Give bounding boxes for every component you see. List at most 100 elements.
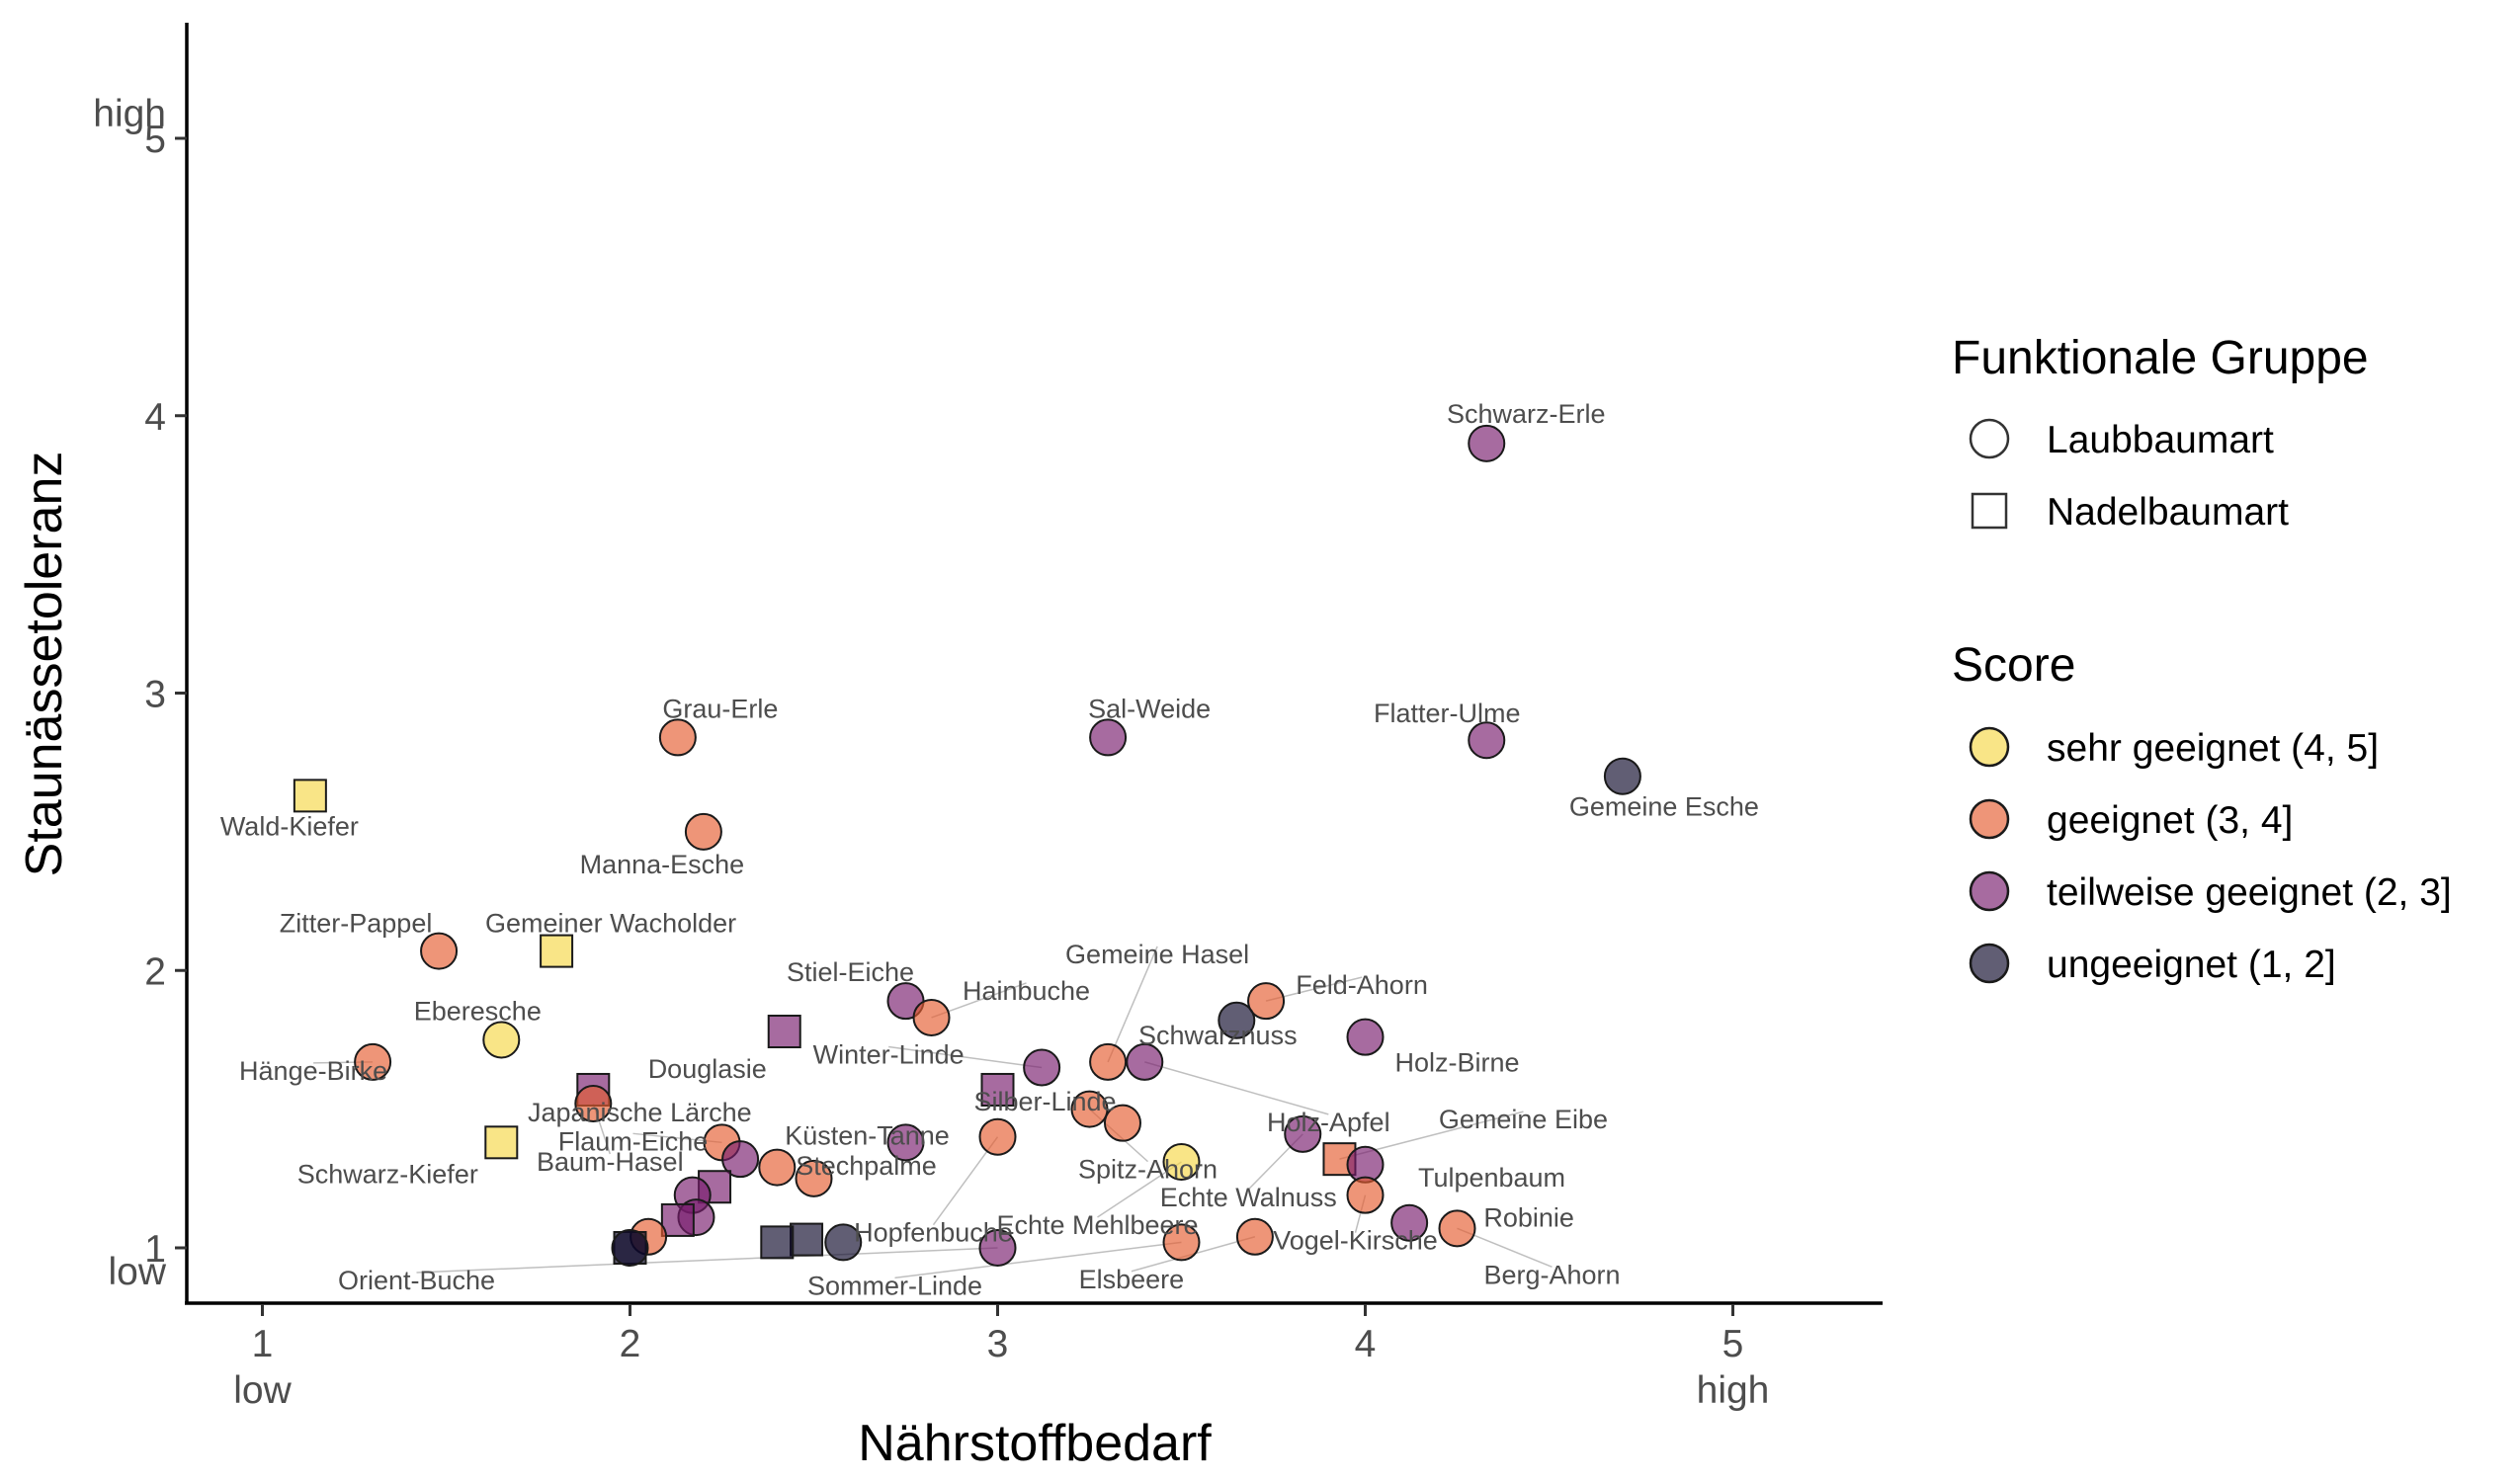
legend-label-nadelbaumart: Nadelbaumart — [2047, 491, 2289, 534]
label-vogel-kirsche: Vogel-Kirsche — [1273, 1226, 1438, 1256]
point-kuesten-tanne — [886, 1123, 925, 1162]
point-unlabeled-39 — [1103, 1104, 1141, 1142]
connector-holz-apfel — [1144, 1061, 1329, 1115]
point-unlabeled-44 — [721, 1140, 760, 1179]
label-douglasie: Douglasie — [648, 1054, 767, 1084]
point-wald-kiefer — [293, 779, 327, 813]
label-stiel-eiche: Stiel-Eiche — [787, 957, 914, 987]
label-flaum-eiche: Flaum-Eiche — [558, 1126, 709, 1156]
label-zitter-pappel: Zitter-Pappel — [280, 909, 433, 939]
y-axis-title: Staunässetoleranz — [16, 452, 73, 877]
point-unlabeled-51 — [611, 1229, 649, 1267]
label-manna-esche: Manna-Esche — [580, 850, 745, 879]
point-douglasie — [767, 1015, 801, 1049]
point-baum-hasel — [574, 1085, 613, 1123]
point-hainbuche — [912, 998, 951, 1036]
point-sal-weide — [1089, 718, 1128, 757]
y-tick-label: 4 — [144, 396, 166, 439]
legend-key-ungeeignet — [1969, 943, 2010, 984]
legend-key-teilweise — [1969, 870, 2010, 912]
x-tick-label: 4 — [1355, 1323, 1377, 1365]
point-unlabeled-40 — [824, 1223, 863, 1262]
y-tick-label: 5 — [144, 119, 166, 161]
point-schwarznuss — [1218, 1001, 1256, 1039]
point-grau-erle — [658, 718, 697, 757]
x-tick-label: 3 — [987, 1323, 1009, 1365]
point-gemeine-esche — [1603, 757, 1641, 795]
label-kuesten-tanne: Küsten-Tanne — [785, 1120, 950, 1150]
point-schwarz-kiefer — [484, 1125, 519, 1160]
point-unlabeled-41 — [790, 1222, 824, 1257]
point-unlabeled-42 — [760, 1225, 795, 1260]
point-vogel-kirsche — [1346, 1176, 1385, 1214]
point-stechpalme — [795, 1159, 833, 1197]
label-echte-walnuss: Echte Walnuss — [1160, 1183, 1337, 1212]
label-elsbeere: Elsbeere — [1079, 1265, 1185, 1294]
label-hopfenbuche: Hopfenbuche — [854, 1218, 1013, 1248]
point-haenge-birke — [354, 1042, 392, 1081]
label-orient-buche: Orient-Buche — [338, 1266, 495, 1295]
y-tick-label: 2 — [144, 950, 166, 993]
label-haenge-birke: Hänge-Birke — [239, 1056, 387, 1086]
point-hopfenbuche — [978, 1117, 1017, 1156]
label-sal-weide: Sal-Weide — [1088, 694, 1211, 723]
label-gemeine-eibe: Gemeine Eibe — [1439, 1105, 1608, 1134]
point-holz-birne — [1346, 1018, 1385, 1056]
label-gemeiner-wacholder: Gemeiner Wacholder — [485, 909, 736, 939]
legend-label-laubbaumart: Laubbaumart — [2047, 419, 2274, 461]
legend-label-sehr: sehr geeignet (4, 5] — [2047, 727, 2379, 770]
label-flatter-ulme: Flatter-Ulme — [1374, 699, 1521, 728]
connector-sommer-linde — [894, 1241, 1182, 1279]
axes: 1 2 3 4 5 1 2 3 4 5 low high low high Nährstoffbedarf S… — [16, 23, 1883, 1472]
label-schwarz-kiefer: Schwarz-Kiefer — [297, 1159, 478, 1189]
label-feld-ahorn: Feld-Ahorn — [1296, 970, 1428, 1000]
connector-winter-linde — [888, 1045, 1043, 1069]
label-japanische-laerche: Japanische Lärche — [528, 1098, 752, 1127]
point-gemeine-hasel — [1089, 1042, 1128, 1081]
x-high-label: high — [1697, 1369, 1770, 1412]
point-zitter-pappel — [420, 932, 459, 970]
point-echte-mehlbeere — [1162, 1142, 1201, 1181]
point-holz-apfel — [1126, 1042, 1164, 1081]
label-sommer-linde: Sommer-Linde — [807, 1271, 982, 1300]
point-berg-ahorn — [1438, 1209, 1476, 1248]
point-silber-linde — [980, 1072, 1015, 1107]
legend-label-ungeeignet: ungeeignet (1, 2] — [2047, 944, 2336, 986]
label-winter-linde: Winter-Linde — [813, 1040, 965, 1070]
x-tick-label: 5 — [1722, 1323, 1744, 1365]
y-tick-label: 1 — [144, 1228, 166, 1271]
point-elsbeere — [1235, 1217, 1274, 1256]
label-spitz-ahorn: Spitz-Ahorn — [1078, 1155, 1218, 1185]
point-unlabeled-43 — [758, 1148, 797, 1187]
legend-key-geeignet — [1969, 798, 2010, 840]
y-high-label: high — [93, 93, 166, 135]
label-robinie: Robinie — [1483, 1203, 1574, 1233]
x-low-label: low — [233, 1369, 292, 1412]
label-gemeine-hasel: Gemeine Hasel — [1065, 940, 1249, 969]
point-gemeiner-wacholder — [540, 934, 574, 968]
point-manna-esche — [684, 812, 722, 851]
label-baum-hasel: Baum-Hasel — [537, 1147, 684, 1177]
label-grau-erle: Grau-Erle — [662, 694, 778, 723]
point-unlabeled-48 — [660, 1202, 695, 1237]
point-flatter-ulme — [1468, 721, 1506, 760]
color-legend-title: Score — [1952, 639, 2075, 692]
legend-key-laubbaumart — [1969, 418, 2010, 459]
connector-gemeine-hasel — [1107, 946, 1158, 1063]
legend-label-geeignet: geeignet (3, 4] — [2047, 799, 2293, 842]
connector-orient-buche — [416, 1247, 998, 1274]
x-tick-label: 1 — [252, 1323, 274, 1365]
point-labels: Schwarz-Erle Sal-Weide Flatter-Ulme Gemeine… — [220, 399, 1759, 1301]
point-schwarz-erle — [1468, 424, 1506, 462]
label-echte-mehlbeere: Echte Mehlbeere — [996, 1210, 1198, 1240]
label-eberesche: Eberesche — [414, 996, 542, 1026]
x-tick-label: 2 — [620, 1323, 641, 1365]
label-tulpenbaum: Tulpenbaum — [1418, 1163, 1565, 1193]
label-wald-kiefer: Wald-Kiefer — [220, 811, 359, 841]
point-feld-ahorn — [1247, 982, 1286, 1021]
legend-label-teilweise: teilweise geeignet (2, 3] — [2047, 871, 2452, 914]
legend: Funktionale Gruppe Laubbaumart Nadelbaumar… — [1952, 332, 2452, 986]
label-hainbuche: Hainbuche — [963, 976, 1090, 1006]
label-holz-birne: Holz-Birne — [1394, 1048, 1519, 1078]
